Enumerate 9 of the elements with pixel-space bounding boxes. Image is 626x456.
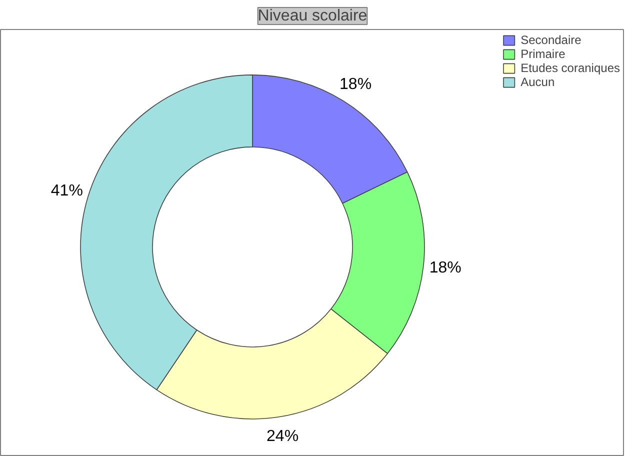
legend-label: Aucun	[520, 75, 555, 89]
legend-label: Etudes coraniques	[520, 61, 620, 75]
chart-title: Niveau scolaire	[258, 8, 368, 24]
data-label: 18%	[429, 259, 462, 276]
data-label: 24%	[266, 428, 299, 445]
legend-label: Primaire	[520, 47, 566, 61]
data-label: 18%	[340, 76, 372, 93]
data-label: 41%	[50, 182, 83, 200]
legend-label: Secondaire	[520, 33, 582, 47]
